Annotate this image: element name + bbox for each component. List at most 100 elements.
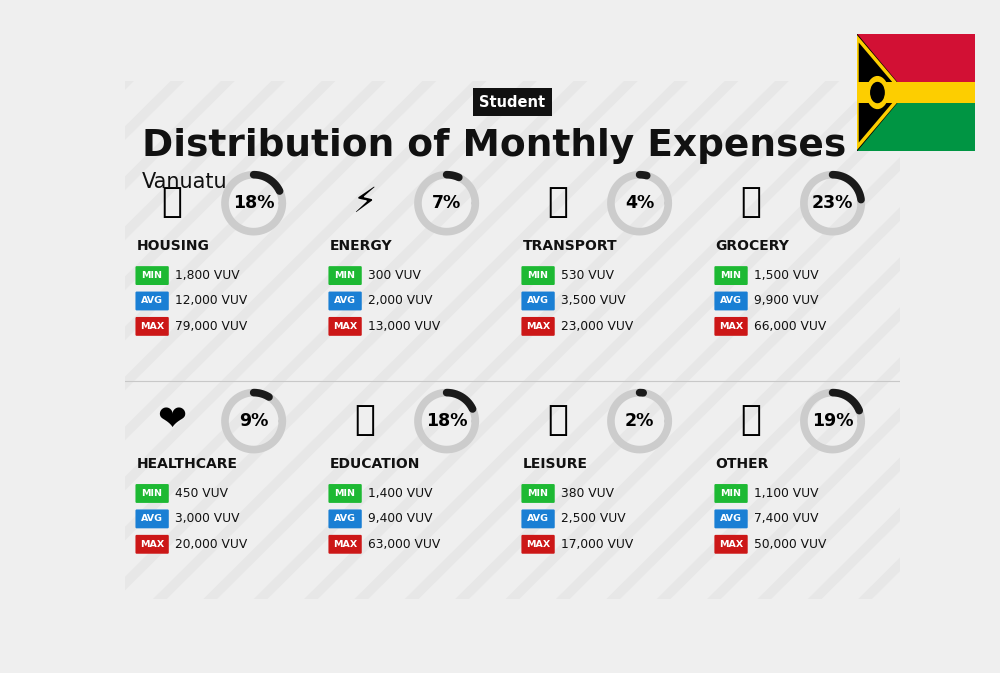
Text: MIN: MIN xyxy=(721,489,742,498)
Text: OTHER: OTHER xyxy=(716,457,769,471)
Text: AVG: AVG xyxy=(334,514,356,524)
Text: AVG: AVG xyxy=(720,297,742,306)
Text: 1,800 VUV: 1,800 VUV xyxy=(175,269,239,282)
Text: GROCERY: GROCERY xyxy=(716,240,789,253)
Text: 7%: 7% xyxy=(432,194,461,212)
Text: Vanuatu: Vanuatu xyxy=(142,172,228,192)
FancyBboxPatch shape xyxy=(135,291,169,310)
Text: 🎓: 🎓 xyxy=(354,402,375,437)
FancyBboxPatch shape xyxy=(714,535,748,554)
Text: 4%: 4% xyxy=(625,194,654,212)
Text: 23%: 23% xyxy=(812,194,853,212)
FancyBboxPatch shape xyxy=(135,484,169,503)
Text: 66,000 VUV: 66,000 VUV xyxy=(754,320,826,333)
FancyBboxPatch shape xyxy=(714,484,748,503)
Text: 63,000 VUV: 63,000 VUV xyxy=(368,538,440,551)
Text: 7,400 VUV: 7,400 VUV xyxy=(754,512,818,526)
Text: HEALTHCARE: HEALTHCARE xyxy=(137,457,238,471)
Text: ENERGY: ENERGY xyxy=(330,240,392,253)
FancyBboxPatch shape xyxy=(135,266,169,285)
FancyBboxPatch shape xyxy=(328,535,362,554)
Text: 2%: 2% xyxy=(625,412,654,430)
Text: 🛒: 🛒 xyxy=(740,184,761,219)
Text: AVG: AVG xyxy=(720,514,742,524)
FancyBboxPatch shape xyxy=(714,317,748,336)
FancyBboxPatch shape xyxy=(328,484,362,503)
Text: MAX: MAX xyxy=(526,540,550,548)
Text: 50,000 VUV: 50,000 VUV xyxy=(754,538,826,551)
Polygon shape xyxy=(857,82,975,103)
FancyBboxPatch shape xyxy=(521,535,555,554)
FancyBboxPatch shape xyxy=(135,509,169,528)
FancyBboxPatch shape xyxy=(521,291,555,310)
Text: TRANSPORT: TRANSPORT xyxy=(523,240,617,253)
Text: Distribution of Monthly Expenses: Distribution of Monthly Expenses xyxy=(142,129,846,164)
FancyBboxPatch shape xyxy=(521,484,555,503)
Text: 300 VUV: 300 VUV xyxy=(368,269,420,282)
Text: 23,000 VUV: 23,000 VUV xyxy=(561,320,633,333)
Text: 2,500 VUV: 2,500 VUV xyxy=(561,512,625,526)
Text: 13,000 VUV: 13,000 VUV xyxy=(368,320,440,333)
Text: 79,000 VUV: 79,000 VUV xyxy=(175,320,247,333)
Text: AVG: AVG xyxy=(527,297,549,306)
Text: 9,900 VUV: 9,900 VUV xyxy=(754,295,818,308)
Text: 17,000 VUV: 17,000 VUV xyxy=(561,538,633,551)
FancyBboxPatch shape xyxy=(328,317,362,336)
Text: AVG: AVG xyxy=(527,514,549,524)
Circle shape xyxy=(867,77,888,108)
Text: LEISURE: LEISURE xyxy=(523,457,588,471)
Text: 2,000 VUV: 2,000 VUV xyxy=(368,295,432,308)
Text: MAX: MAX xyxy=(333,322,357,331)
Text: MIN: MIN xyxy=(721,271,742,280)
Text: MAX: MAX xyxy=(719,540,743,548)
Text: AVG: AVG xyxy=(141,514,163,524)
Polygon shape xyxy=(857,34,975,92)
Text: 19%: 19% xyxy=(812,412,853,430)
FancyBboxPatch shape xyxy=(521,317,555,336)
Text: 12,000 VUV: 12,000 VUV xyxy=(175,295,247,308)
Text: 3,500 VUV: 3,500 VUV xyxy=(561,295,625,308)
FancyBboxPatch shape xyxy=(135,535,169,554)
Text: ❤: ❤ xyxy=(157,402,186,437)
Text: 1,100 VUV: 1,100 VUV xyxy=(754,487,818,500)
FancyBboxPatch shape xyxy=(521,509,555,528)
FancyBboxPatch shape xyxy=(328,266,362,285)
Text: AVG: AVG xyxy=(334,297,356,306)
Text: 18%: 18% xyxy=(233,194,274,212)
FancyBboxPatch shape xyxy=(714,509,748,528)
Text: 9,400 VUV: 9,400 VUV xyxy=(368,512,432,526)
Text: 9%: 9% xyxy=(239,412,268,430)
FancyBboxPatch shape xyxy=(135,317,169,336)
Text: 🏢: 🏢 xyxy=(161,184,182,219)
Text: MIN: MIN xyxy=(142,271,163,280)
Text: 18%: 18% xyxy=(426,412,467,430)
Text: 3,000 VUV: 3,000 VUV xyxy=(175,512,239,526)
FancyBboxPatch shape xyxy=(521,266,555,285)
FancyBboxPatch shape xyxy=(328,291,362,310)
Text: 530 VUV: 530 VUV xyxy=(561,269,614,282)
FancyBboxPatch shape xyxy=(328,509,362,528)
Text: 1,500 VUV: 1,500 VUV xyxy=(754,269,818,282)
Text: HOUSING: HOUSING xyxy=(137,240,210,253)
FancyBboxPatch shape xyxy=(714,291,748,310)
Text: 380 VUV: 380 VUV xyxy=(561,487,614,500)
Text: MIN: MIN xyxy=(335,271,356,280)
Text: 🛍: 🛍 xyxy=(547,402,568,437)
Text: MAX: MAX xyxy=(526,322,550,331)
Text: MIN: MIN xyxy=(528,489,549,498)
Text: Student: Student xyxy=(479,95,546,110)
Text: MIN: MIN xyxy=(142,489,163,498)
Text: 💰: 💰 xyxy=(740,402,761,437)
FancyBboxPatch shape xyxy=(714,266,748,285)
Text: 1,400 VUV: 1,400 VUV xyxy=(368,487,432,500)
Circle shape xyxy=(871,83,884,102)
Text: ⚡: ⚡ xyxy=(352,184,377,219)
Text: 450 VUV: 450 VUV xyxy=(175,487,228,500)
Text: MIN: MIN xyxy=(335,489,356,498)
Polygon shape xyxy=(857,92,975,151)
Text: MAX: MAX xyxy=(140,322,164,331)
Text: MAX: MAX xyxy=(333,540,357,548)
Text: MAX: MAX xyxy=(719,322,743,331)
Text: 🚌: 🚌 xyxy=(547,184,568,219)
Polygon shape xyxy=(857,34,906,151)
